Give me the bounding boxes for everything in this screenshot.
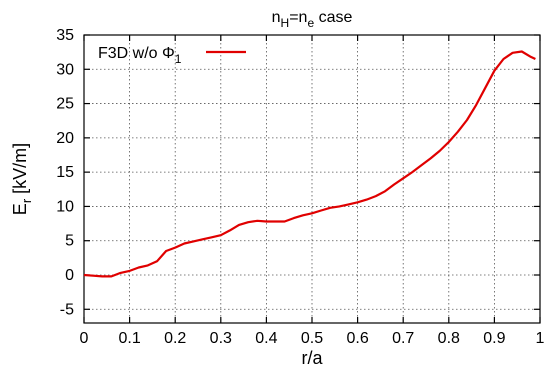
tick-labels: 0 0.1 0.2 0.3 0.4 0.5 0.6 0.7 0.8 0.9 1 -5 0 5 10 15 20 2… [56,27,544,347]
x-tick-label: 0.9 [483,330,505,347]
y-tick-label: 15 [56,164,74,181]
x-tick-label: 0.8 [438,330,460,347]
x-tick-label: 0.6 [346,330,368,347]
axis-ticks [83,34,541,323]
x-tick-label: 0 [80,330,89,347]
y-tick-label: 5 [65,233,74,250]
y-tick-label: 35 [56,27,74,44]
grid-lines [84,35,540,323]
x-tick-label: 0.7 [392,330,414,347]
y-tick-label: 0 [65,267,74,284]
chart-title: nH=ne case [272,9,353,30]
x-tick-label: 0.2 [164,330,186,347]
y-tick-label: -5 [60,301,74,318]
y-axis-title: Er [kV/m] [10,143,34,215]
y-tick-label: 10 [56,198,74,215]
x-tick-label: 0.4 [255,330,277,347]
y-tick-label: 30 [56,61,74,78]
x-tick-label: 1 [536,330,545,347]
legend-label: F3D w/o Φ1 [98,45,182,66]
x-tick-label: 0.5 [301,330,323,347]
x-tick-label: 0.1 [118,330,140,347]
x-tick-label: 0.3 [210,330,232,347]
y-tick-label: 20 [56,130,74,147]
x-axis-title: r/a [301,348,323,368]
legend: F3D w/o Φ1 [98,45,246,66]
series-line [83,50,536,278]
y-tick-label: 25 [56,96,74,113]
